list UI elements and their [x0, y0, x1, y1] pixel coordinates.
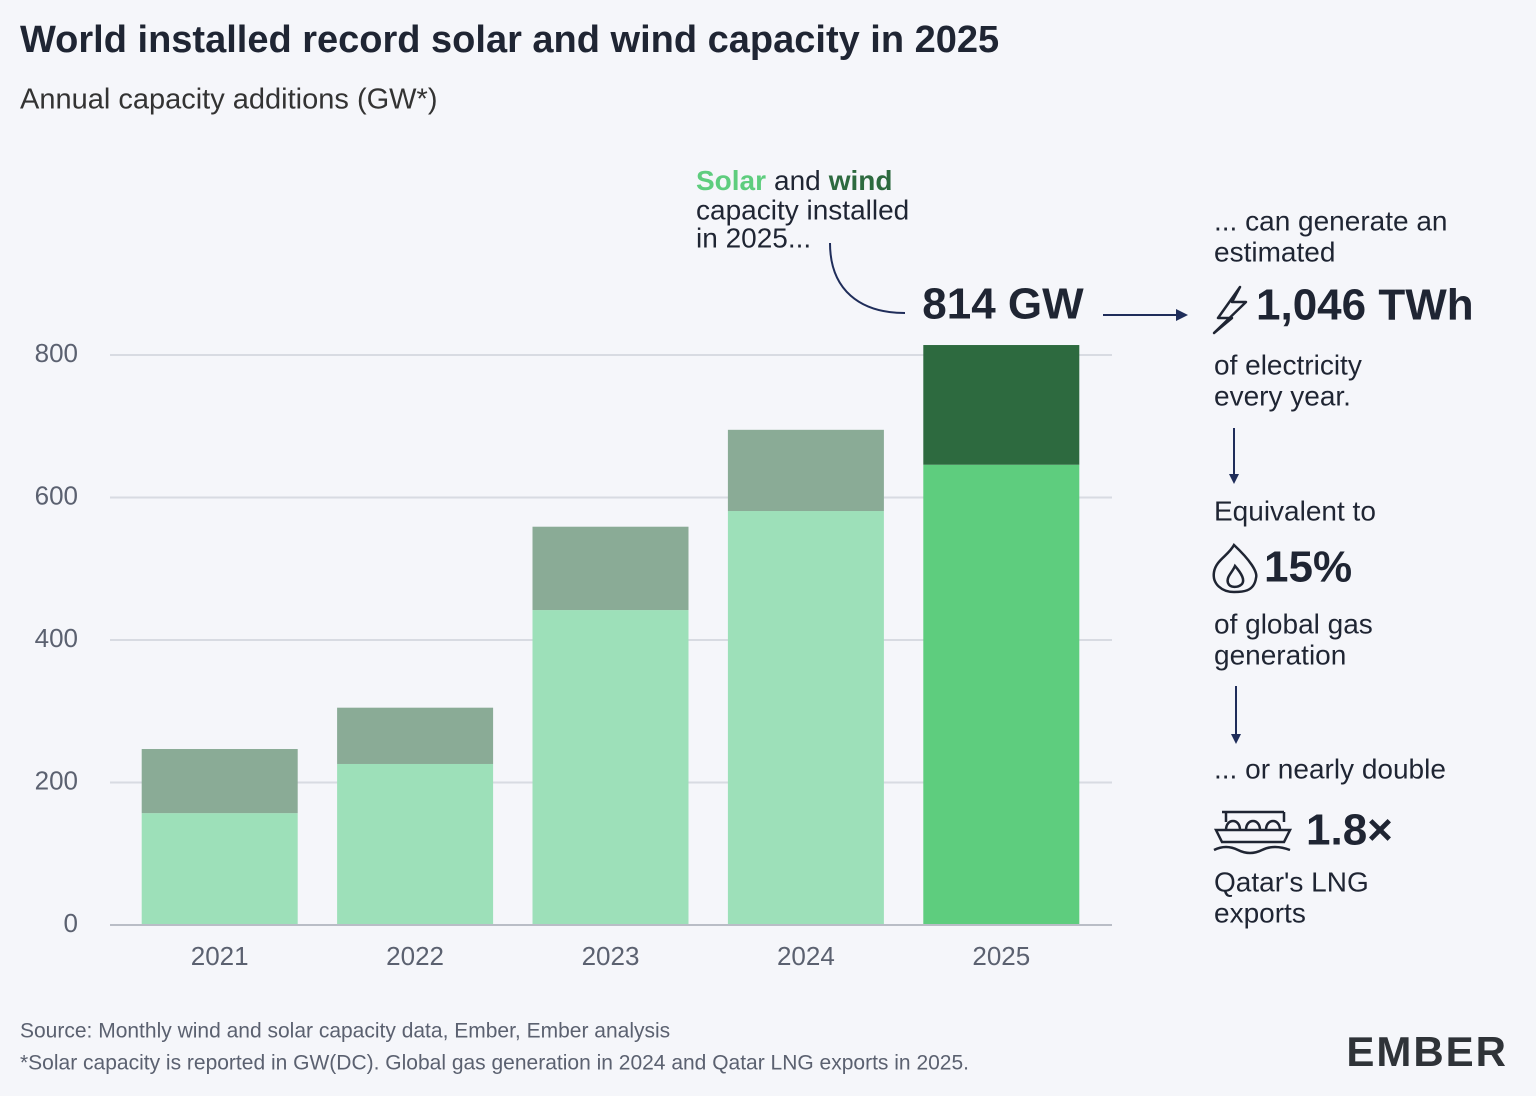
gas-value: 15% [1264, 543, 1352, 592]
bar-segment [923, 345, 1080, 465]
side-text: of global gas [1214, 608, 1373, 639]
flame-icon [1212, 542, 1258, 594]
y-tick-label: 400 [35, 623, 78, 653]
x-tick-label: 2023 [582, 941, 640, 971]
bar-segment [532, 526, 689, 611]
annotation-line: in 2025... [696, 222, 811, 253]
side-text: Qatar's LNG [1214, 866, 1369, 897]
lightning-icon [1212, 285, 1248, 335]
bar-segment [141, 749, 298, 814]
bar-segment [337, 763, 494, 925]
y-tick-label: 200 [35, 765, 78, 795]
annotation-and: and [774, 165, 821, 196]
arrow-head [1176, 309, 1188, 321]
footnote: *Solar capacity is reported in GW(DC). G… [20, 1052, 969, 1075]
side-text: of electricity [1214, 349, 1362, 380]
solar-label: Solar [696, 165, 766, 196]
plot: 0 200 400 600 800 2021 2022 2023 2024 2025 [35, 338, 1112, 971]
annotation-line: capacity installed [696, 194, 909, 225]
x-tick-label: 2021 [191, 941, 249, 971]
source: Source: Monthly wind and solar capacity … [20, 1020, 670, 1043]
y-tick-label: 800 [35, 338, 78, 368]
annotation-curve [829, 242, 906, 314]
wind-label: wind [828, 165, 893, 196]
logo: EMBER [1346, 1028, 1508, 1075]
bar-segment [141, 813, 298, 925]
side-text: every year. [1214, 380, 1351, 411]
bar-segment [532, 610, 689, 925]
y-tick-label: 0 [64, 908, 78, 938]
annotation: Solar and wind [696, 165, 893, 196]
side-text: estimated [1214, 236, 1335, 267]
y-tick-label: 600 [35, 480, 78, 510]
ship-icon [1213, 810, 1293, 855]
bar-segment [727, 511, 884, 925]
total-label: 814 GW [922, 280, 1084, 329]
x-tick-label: 2025 [972, 941, 1030, 971]
side-text: ... can generate an [1214, 205, 1448, 236]
arrow-head [1231, 734, 1241, 744]
side-text: generation [1214, 639, 1346, 670]
side-text: exports [1214, 897, 1306, 928]
chart-subtitle: Annual capacity additions (GW*) [20, 84, 437, 116]
bar-segment [923, 464, 1080, 925]
side-text: ... or nearly double [1214, 753, 1446, 784]
chart-title: World installed record solar and wind ca… [20, 19, 999, 61]
twh-value: 1,046 TWh [1256, 281, 1474, 330]
side-text: Equivalent to [1214, 495, 1376, 526]
x-tick-label: 2022 [386, 941, 444, 971]
bar-segment [727, 429, 884, 512]
bar-segment [337, 707, 494, 764]
lng-value: 1.8× [1306, 806, 1393, 855]
x-tick-label: 2024 [777, 941, 835, 971]
arrow-head [1229, 474, 1239, 484]
